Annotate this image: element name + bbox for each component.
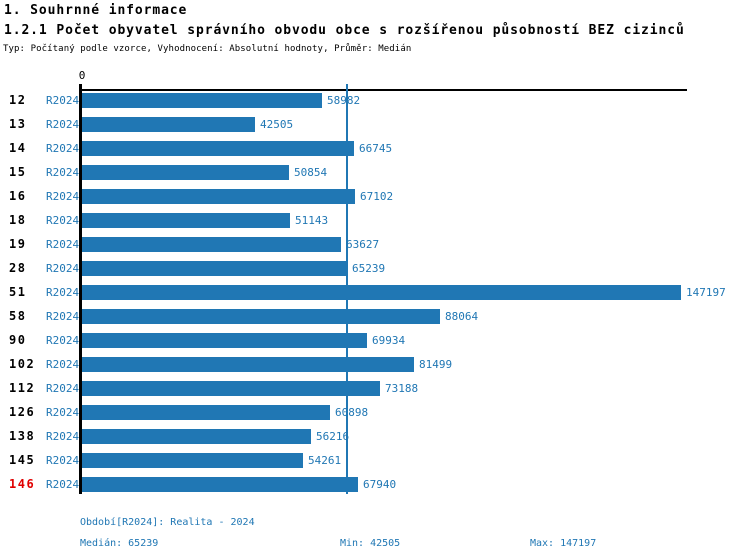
chart-row: 51 R2024 147197: [0, 285, 750, 300]
bar: [82, 93, 322, 108]
chart-row: 126 R2024 60898: [0, 405, 750, 420]
row-series-label: R2024: [46, 94, 80, 107]
row-category-label: 102: [9, 357, 36, 371]
bar-value-label: 147197: [686, 286, 726, 299]
bar: [82, 333, 367, 348]
bar: [82, 453, 303, 468]
bar: [82, 357, 414, 372]
row-series-label: R2024: [46, 262, 80, 275]
chart-row: 18 R2024 51143: [0, 213, 750, 228]
bar: [82, 165, 289, 180]
bar: [82, 237, 341, 252]
chart-title: 1.2.1 Počet obyvatel správního obvodu ob…: [4, 23, 685, 38]
bar: [82, 285, 681, 300]
bar: [82, 381, 380, 396]
bar-value-label: 69934: [372, 334, 406, 347]
row-category-label: 19: [9, 237, 27, 251]
bar-value-label: 67102: [360, 190, 394, 203]
chart-row: 12 R2024 58982: [0, 93, 750, 108]
chart-row: 19 R2024 63627: [0, 237, 750, 252]
bar: [82, 117, 255, 132]
row-series-label: R2024: [46, 142, 80, 155]
bar: [82, 141, 354, 156]
row-category-label: 145: [9, 453, 36, 467]
chart-row: 15 R2024 50854: [0, 165, 750, 180]
bar: [82, 261, 347, 276]
bar-value-label: 81499: [419, 358, 453, 371]
row-category-label: 126: [9, 405, 36, 419]
row-series-label: R2024: [46, 238, 80, 251]
bar-value-label: 54261: [308, 454, 342, 467]
bar-value-label: 51143: [295, 214, 329, 227]
row-series-label: R2024: [46, 286, 80, 299]
bar-value-label: 42505: [260, 118, 294, 131]
chart-row: 28 R2024 65239: [0, 261, 750, 276]
bar: [82, 477, 358, 492]
bar-value-label: 65239: [352, 262, 386, 275]
row-category-label: 112: [9, 381, 36, 395]
row-series-label: R2024: [46, 406, 80, 419]
axis-top-line: [81, 89, 687, 91]
chart-row: 102 R2024 81499: [0, 357, 750, 372]
chart-row: 90 R2024 69934: [0, 333, 750, 348]
row-category-label: 15: [9, 165, 27, 179]
chart-row: 13 R2024 42505: [0, 117, 750, 132]
footer-max: Max: 147197: [530, 538, 597, 549]
footer-min: Min: 42505: [340, 538, 401, 549]
row-series-label: R2024: [46, 190, 80, 203]
chart-row: 138 R2024 56216: [0, 429, 750, 444]
row-category-label: 138: [9, 429, 36, 443]
chart-meta-line: Typ: Počítaný podle vzorce, Vyhodnocení:…: [3, 44, 412, 54]
chart-row: 58 R2024 88064: [0, 309, 750, 324]
row-series-label: R2024: [46, 430, 80, 443]
chart-row: 145 R2024 54261: [0, 453, 750, 468]
bar-value-label: 63627: [346, 238, 380, 251]
row-series-label: R2024: [46, 358, 80, 371]
row-category-label: 16: [9, 189, 27, 203]
row-series-label: R2024: [46, 478, 80, 491]
bar: [82, 213, 290, 228]
bar: [82, 189, 355, 204]
row-category-label: 13: [9, 117, 27, 131]
row-series-label: R2024: [46, 454, 80, 467]
bar-value-label: 50854: [294, 166, 328, 179]
row-category-label: 18: [9, 213, 27, 227]
row-category-label: 14: [9, 141, 27, 155]
row-series-label: R2024: [46, 214, 80, 227]
report-section-title: 1. Souhrnné informace: [4, 3, 188, 18]
chart-row: 14 R2024 66745: [0, 141, 750, 156]
axis-zero-label: 0: [78, 69, 86, 82]
bar: [82, 309, 440, 324]
row-category-label: 58: [9, 309, 27, 323]
row-series-label: R2024: [46, 310, 80, 323]
footer-median: Medián: 65239: [80, 538, 159, 549]
row-series-label: R2024: [46, 118, 80, 131]
bar: [82, 405, 330, 420]
bar-value-label: 58982: [327, 94, 361, 107]
chart-row: 112 R2024 73188: [0, 381, 750, 396]
bar-value-label: 56216: [316, 430, 350, 443]
bar-value-label: 67940: [363, 478, 397, 491]
chart-row: 16 R2024 67102: [0, 189, 750, 204]
bar-value-label: 60898: [335, 406, 369, 419]
bar-value-label: 66745: [359, 142, 393, 155]
row-category-label: 90: [9, 333, 27, 347]
row-series-label: R2024: [46, 166, 80, 179]
bar-value-label: 88064: [445, 310, 479, 323]
row-series-label: R2024: [46, 382, 80, 395]
row-series-label: R2024: [46, 334, 80, 347]
chart-row: 146 R2024 67940: [0, 477, 750, 492]
row-category-label: 12: [9, 93, 27, 107]
row-category-label: 146: [9, 477, 36, 491]
bar-value-label: 73188: [385, 382, 419, 395]
bar: [82, 429, 311, 444]
axis-vertical-line: [79, 84, 82, 494]
row-category-label: 51: [9, 285, 27, 299]
row-category-label: 28: [9, 261, 27, 275]
footer-period: Období[R2024]: Realita - 2024: [80, 517, 255, 528]
